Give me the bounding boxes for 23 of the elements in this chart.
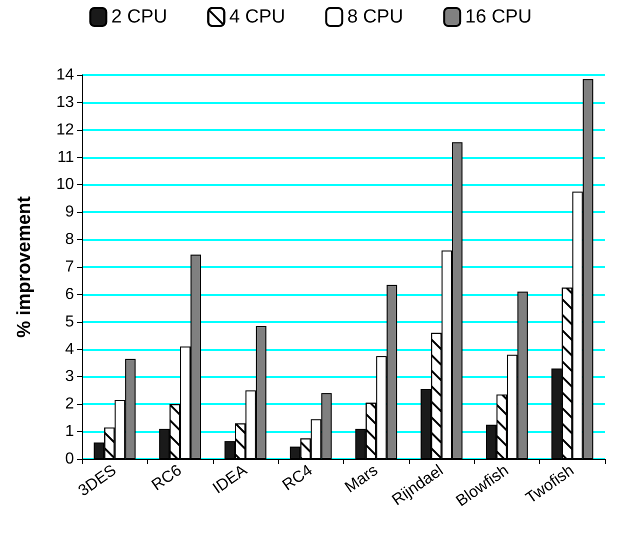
x-tick-label: Mars xyxy=(342,462,382,496)
y-tick-label: 6 xyxy=(65,286,74,303)
y-tick-label: 4 xyxy=(65,340,74,358)
legend-label: 2 CPU xyxy=(111,6,168,28)
y-tick-label: 7 xyxy=(65,258,74,276)
y-tick-label: 9 xyxy=(65,204,74,221)
legend-label: 8 CPU xyxy=(347,6,404,28)
y-tick-label: 2 xyxy=(65,396,74,413)
y-tick-label: 12 xyxy=(56,121,74,138)
y-tick-label: 10 xyxy=(56,176,74,194)
y-tick-label: 8 xyxy=(65,231,74,248)
x-tick-label: RC6 xyxy=(148,462,186,494)
legend-label: 16 CPU xyxy=(465,6,532,28)
y-tick-label: 5 xyxy=(65,313,74,330)
y-tick-label: 0 xyxy=(65,450,74,468)
legend-label: 4 CPU xyxy=(229,6,286,28)
y-tick-label: 13 xyxy=(56,94,74,111)
x-tick-label: RC4 xyxy=(280,462,316,494)
y-tick-label: 1 xyxy=(65,423,74,440)
y-tick-label: 3 xyxy=(65,368,74,386)
y-tick-label: 14 xyxy=(56,66,74,84)
y-tick-label: 11 xyxy=(57,148,74,166)
y-axis-title: % improvement xyxy=(14,196,35,338)
